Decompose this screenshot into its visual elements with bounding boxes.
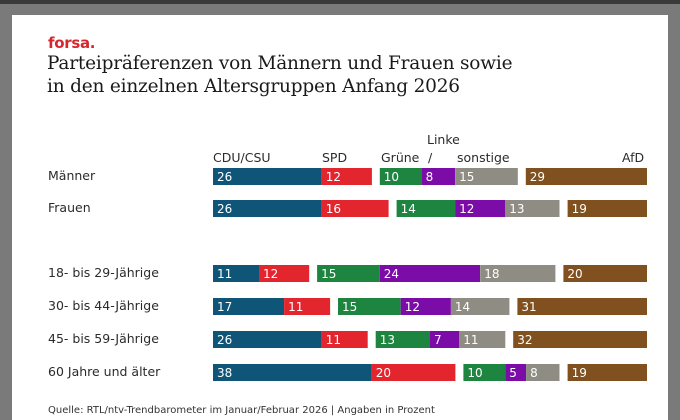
data-label: 26 [217, 170, 232, 184]
bar-linke [430, 331, 460, 348]
bar-spd [321, 200, 389, 217]
data-label: 13 [509, 202, 524, 216]
data-label: 12 [405, 300, 420, 314]
data-label: 14 [401, 202, 416, 216]
bar-spd [284, 298, 331, 315]
data-label: 10 [384, 170, 399, 184]
bar-sonstige [455, 168, 518, 185]
bar-grüne [379, 168, 422, 185]
data-label: 18 [484, 267, 499, 281]
data-label: 16 [326, 202, 341, 216]
data-label: 5 [509, 366, 517, 380]
bar-grüne [375, 331, 430, 348]
bar-spd [259, 265, 310, 282]
bar-grüne [338, 298, 401, 315]
data-label: 7 [434, 333, 442, 347]
header-cdu: CDU/CSU [213, 150, 271, 165]
bar-grüne [317, 265, 380, 282]
data-label: 31 [521, 300, 536, 314]
data-label: 11 [463, 333, 478, 347]
title-line-1: Parteipräferenzen von Männern und Frauen… [47, 53, 513, 74]
bar-cducsu [213, 168, 322, 185]
bar-spd [371, 364, 456, 381]
header-slash: / [428, 150, 433, 165]
data-label: 11 [217, 267, 232, 281]
bar-spd [321, 331, 368, 348]
data-label: 8 [530, 366, 538, 380]
bar-linke [505, 364, 527, 381]
data-label: 32 [517, 333, 532, 347]
data-label: 24 [384, 267, 399, 281]
data-label: 38 [217, 366, 232, 380]
bar-cducsu [213, 265, 259, 282]
bar-linke [379, 265, 481, 282]
bar-afd [567, 200, 647, 217]
data-label: 29 [530, 170, 545, 184]
data-label: 8 [426, 170, 434, 184]
bar-cducsu [213, 200, 322, 217]
bar-afd [513, 331, 647, 348]
row-label: 18- bis 29-Jährige [48, 265, 159, 280]
bar-cducsu [213, 364, 372, 381]
header-linke: Linke [427, 132, 460, 147]
row-label: Frauen [48, 200, 91, 215]
bar-linke [455, 200, 506, 217]
title-line-2: in den einzelnen Altersgruppen Anfang 20… [47, 76, 460, 97]
data-label: 17 [217, 300, 232, 314]
bar-cducsu [213, 298, 285, 315]
data-label: 20 [376, 366, 391, 380]
bar-grüne [463, 364, 506, 381]
data-label: 11 [326, 333, 341, 347]
bar-sonstige [480, 265, 556, 282]
bar-afd [563, 265, 647, 282]
forsa-logo: forsa. [48, 34, 96, 52]
data-label: 12 [326, 170, 341, 184]
header-afd: AfD [622, 150, 645, 165]
bar-cducsu [213, 331, 322, 348]
row-label: 60 Jahre und älter [48, 364, 161, 379]
data-label: 15 [321, 267, 336, 281]
bar-sonstige [459, 331, 506, 348]
header-gruene: Grüne [381, 150, 420, 165]
row-label: 45- bis 59-Jährige [48, 331, 159, 346]
bar-sonstige [450, 298, 510, 315]
bar-afd [567, 364, 647, 381]
bar-grüne [396, 200, 456, 217]
data-label: 26 [217, 202, 232, 216]
bar-afd [525, 168, 647, 185]
bar-spd [321, 168, 372, 185]
window-top-bar [0, 0, 680, 4]
data-label: 12 [263, 267, 278, 281]
data-label: 13 [380, 333, 395, 347]
data-label: 26 [217, 333, 232, 347]
data-label: 12 [459, 202, 474, 216]
chart-title: Parteipräferenzen von Männern und Frauen… [47, 52, 513, 98]
data-label: 19 [572, 202, 587, 216]
chart-card [12, 15, 668, 420]
data-label: 10 [467, 366, 482, 380]
bar-afd [517, 298, 647, 315]
data-label: 14 [455, 300, 470, 314]
data-label: 19 [572, 366, 587, 380]
source-footer: Quelle: RTL/ntv-Trendbarometer im Januar… [48, 405, 435, 416]
data-label: 15 [459, 170, 474, 184]
bar-linke [400, 298, 451, 315]
row-label: 30- bis 44-Jährige [48, 298, 159, 313]
row-label: Männer [48, 168, 96, 183]
data-label: 11 [288, 300, 303, 314]
bar-sonstige [505, 200, 560, 217]
data-label: 20 [567, 267, 582, 281]
header-sonstige: sonstige [457, 150, 510, 165]
header-spd: SPD [322, 150, 348, 165]
bar-linke [421, 168, 455, 185]
data-label: 15 [342, 300, 357, 314]
bar-sonstige [526, 364, 560, 381]
